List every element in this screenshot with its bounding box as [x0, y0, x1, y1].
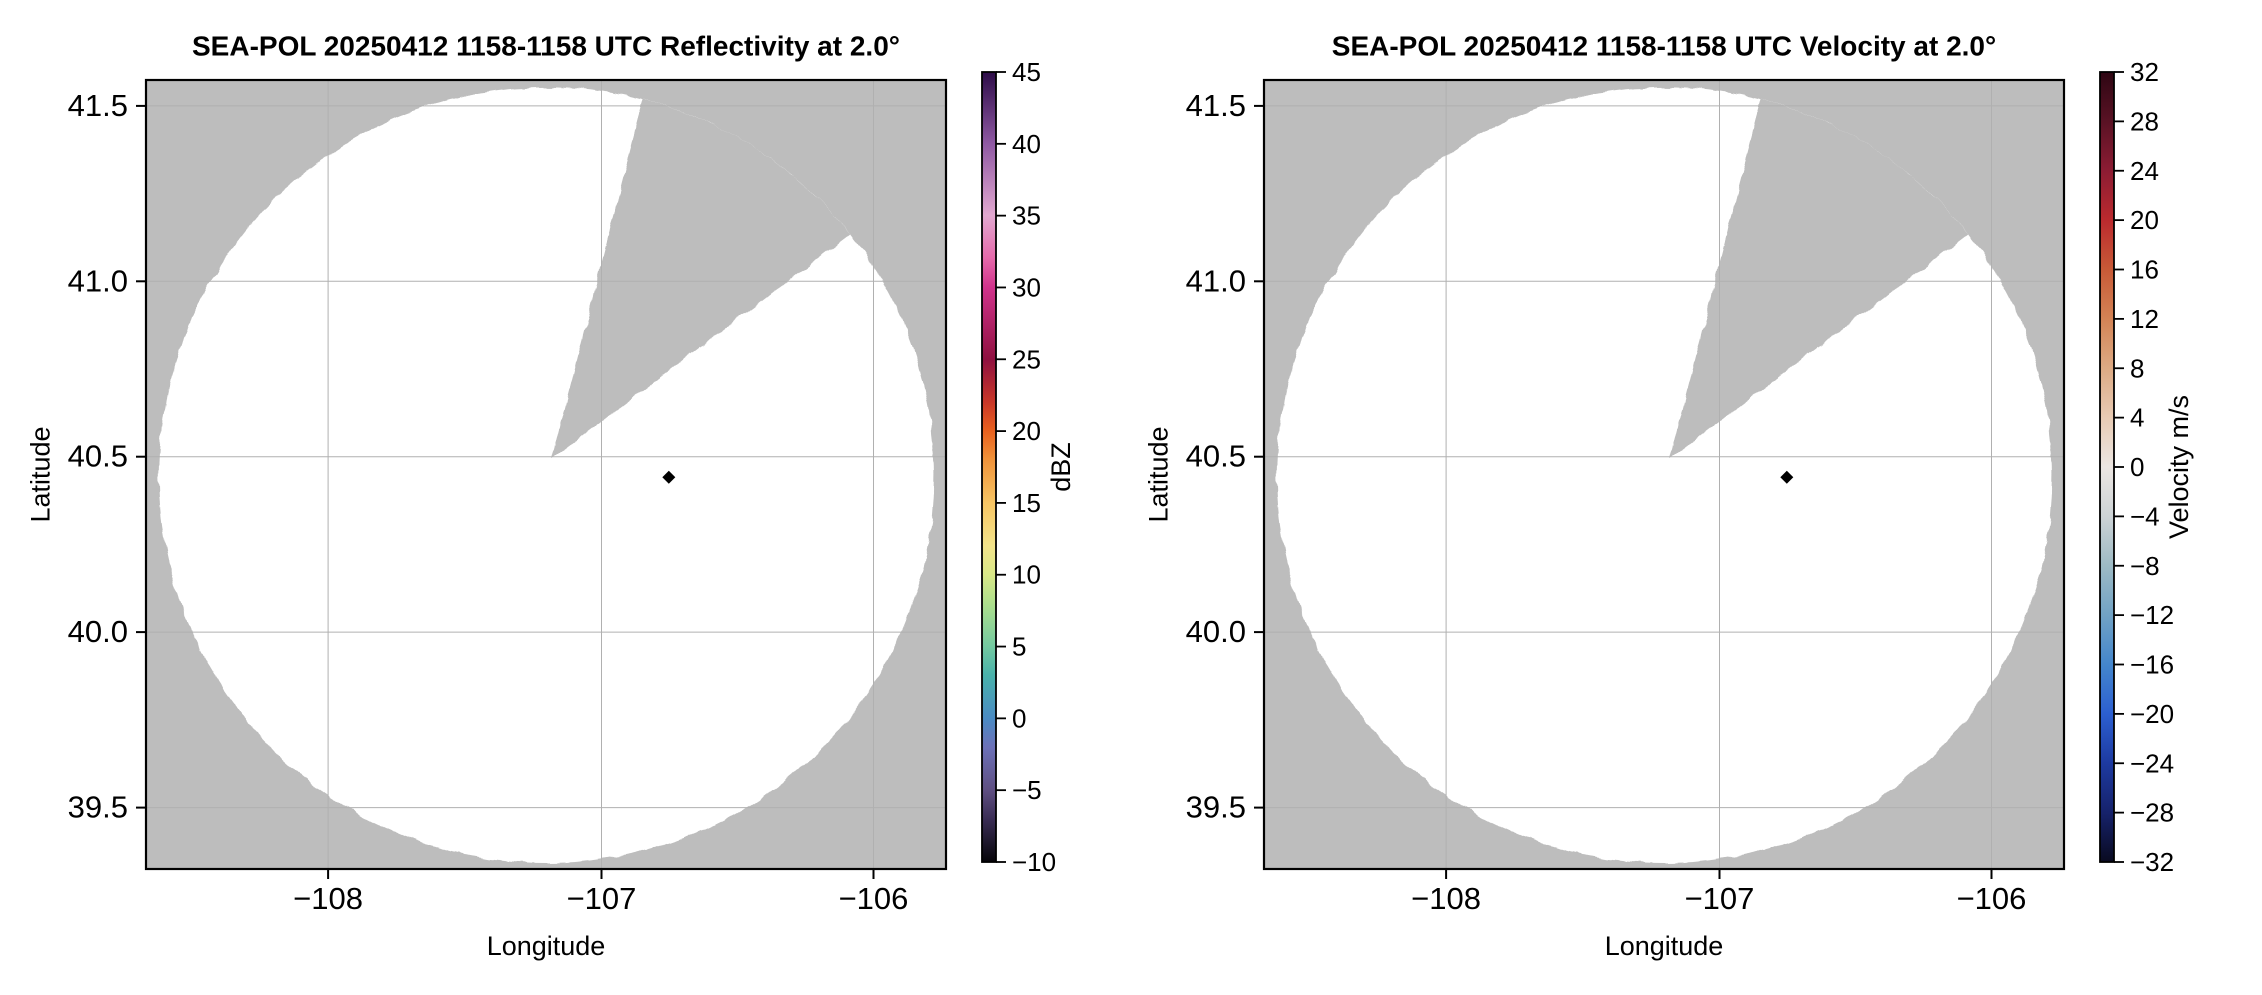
svg-text:0: 0 [1012, 703, 1026, 733]
svg-text:−32: −32 [2130, 847, 2174, 877]
svg-text:12: 12 [2130, 304, 2159, 334]
svg-text:−28: −28 [2130, 798, 2174, 828]
svg-text:dBZ: dBZ [1046, 442, 1076, 492]
svg-text:28: 28 [2130, 106, 2159, 136]
svg-text:5: 5 [1012, 632, 1026, 662]
svg-text:16: 16 [2130, 255, 2159, 285]
svg-text:15: 15 [1012, 488, 1041, 518]
svg-text:Velocity m/s: Velocity m/s [2164, 395, 2194, 539]
svg-text:0: 0 [2130, 452, 2144, 482]
svg-text:40.0: 40.0 [68, 614, 128, 649]
svg-text:45: 45 [1012, 57, 1041, 87]
svg-text:−106: −106 [839, 881, 909, 916]
svg-text:Latitude: Latitude [26, 426, 56, 522]
svg-text:40: 40 [1012, 129, 1041, 159]
svg-text:24: 24 [2130, 156, 2159, 186]
svg-text:40.5: 40.5 [1186, 439, 1246, 474]
svg-text:Longitude: Longitude [1605, 931, 1724, 961]
svg-text:41.5: 41.5 [68, 88, 128, 123]
svg-text:SEA-POL 20250412 1158-1158 UTC: SEA-POL 20250412 1158-1158 UTC Reflectiv… [192, 31, 900, 62]
svg-text:39.5: 39.5 [1186, 790, 1246, 825]
svg-text:SEA-POL 20250412 1158-1158 UTC: SEA-POL 20250412 1158-1158 UTC Velocity … [1332, 31, 1996, 62]
svg-text:20: 20 [2130, 205, 2159, 235]
svg-text:32: 32 [2130, 57, 2159, 87]
svg-text:4: 4 [2130, 403, 2144, 433]
svg-text:30: 30 [1012, 272, 1041, 302]
svg-text:−20: −20 [2130, 699, 2174, 729]
svg-text:−108: −108 [293, 881, 363, 916]
svg-text:8: 8 [2130, 353, 2144, 383]
svg-text:35: 35 [1012, 201, 1041, 231]
svg-text:−12: −12 [2130, 600, 2174, 630]
svg-text:Longitude: Longitude [487, 931, 606, 961]
svg-text:20: 20 [1012, 416, 1041, 446]
svg-text:−10: −10 [1012, 847, 1056, 877]
svg-text:41.0: 41.0 [1186, 263, 1246, 298]
svg-text:−107: −107 [567, 881, 637, 916]
svg-text:−106: −106 [1957, 881, 2027, 916]
svg-text:−16: −16 [2130, 650, 2174, 680]
svg-text:10: 10 [1012, 560, 1041, 590]
svg-text:Latitude: Latitude [1144, 426, 1174, 522]
svg-text:−24: −24 [2130, 748, 2174, 778]
svg-text:41.5: 41.5 [1186, 88, 1246, 123]
svg-text:−108: −108 [1411, 881, 1481, 916]
svg-text:−8: −8 [2130, 551, 2160, 581]
svg-text:−4: −4 [2130, 501, 2160, 531]
svg-text:−5: −5 [1012, 775, 1042, 805]
svg-text:25: 25 [1012, 344, 1041, 374]
svg-text:40.5: 40.5 [68, 439, 128, 474]
svg-text:−107: −107 [1685, 881, 1755, 916]
svg-text:41.0: 41.0 [68, 263, 128, 298]
svg-text:40.0: 40.0 [1186, 614, 1246, 649]
svg-text:39.5: 39.5 [68, 790, 128, 825]
